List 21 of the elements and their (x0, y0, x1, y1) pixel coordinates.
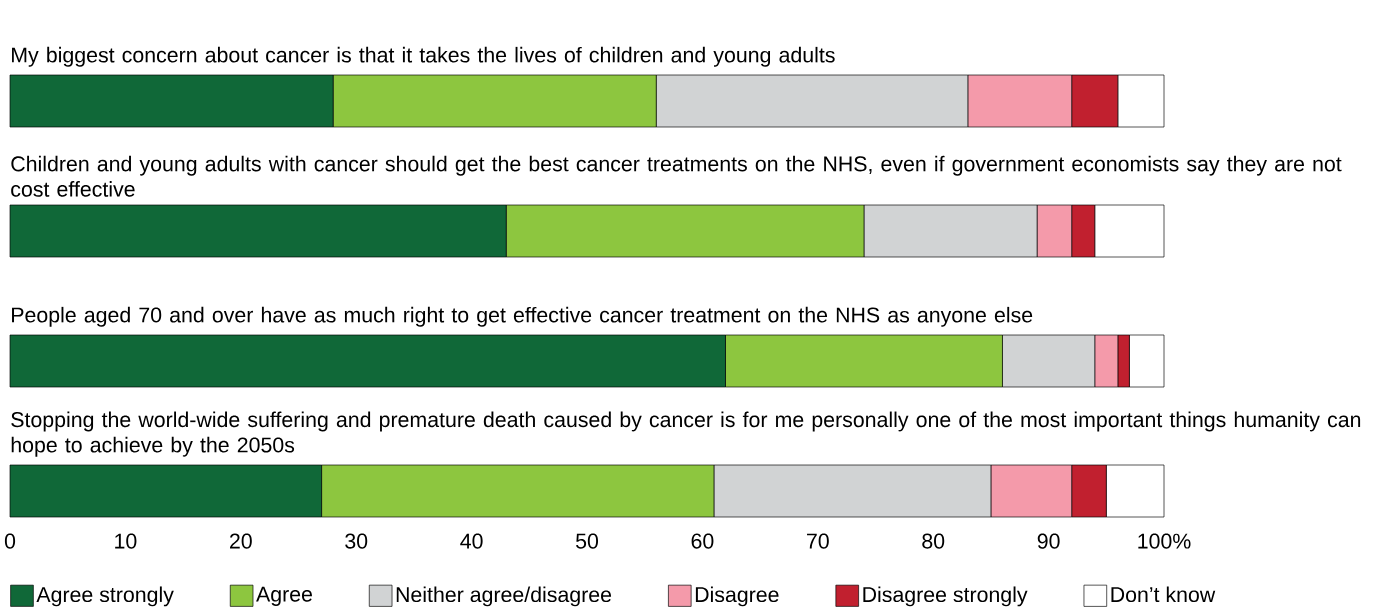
x-tick-label: 100% (1138, 533, 1191, 549)
legend-label: Don’t know (1111, 586, 1216, 603)
x-tick-label: 60 (691, 533, 714, 549)
x-tick-label: 40 (460, 533, 483, 549)
y-tick-label: My biggest concern about cancer is that it takes the lives of children and young adults (12, 46, 835, 67)
x-tick-label: 90 (1037, 533, 1060, 549)
x-tick-label: 80 (922, 533, 945, 549)
legend-label: Disagree strongly (863, 586, 1028, 607)
x-tick-label: 20 (230, 533, 252, 549)
y-tick-label: Children and young adults with cancer should get the best cancer treatments on the NHS, even if government economists say they are not cost effective (11, 155, 1342, 197)
x-tick-label: 0 (4, 533, 16, 549)
legend-label: Agree strongly (36, 586, 174, 607)
legend-label: Disagree (695, 586, 779, 607)
x-tick-label: 10 (115, 533, 137, 549)
legend-label: Agree (256, 586, 312, 606)
x-tick-label: 50 (576, 533, 599, 549)
x-tick-label: 70 (807, 533, 829, 549)
y-tick-label: People aged 70 and over have as much right to get effective cancer treatment on the NHS as anyone else (12, 306, 1033, 327)
y-tick-label: Stopping the world-wide suffering and premature death caused by cancer is for me personally one of the most important things humanity can hope to achieve by the 2050s (11, 411, 1361, 457)
legend-label: Neither agree/disagree (396, 586, 612, 607)
x-tick-label: 30 (345, 533, 368, 549)
